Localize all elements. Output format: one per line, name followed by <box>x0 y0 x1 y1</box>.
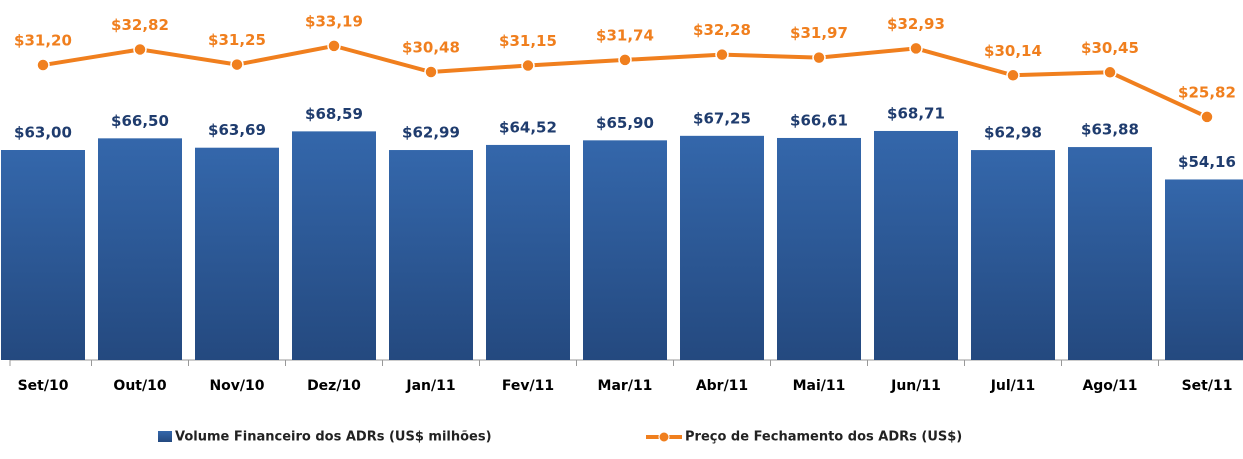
line-value-label: $32,28 <box>693 21 751 39</box>
x-tick-label: Jan/11 <box>405 378 455 394</box>
bar-value-label: $63,69 <box>208 121 266 139</box>
x-tick-label: Ago/11 <box>1082 378 1137 394</box>
line-marker <box>521 58 535 73</box>
x-tick-label: Fev/11 <box>502 378 554 394</box>
bar <box>389 150 473 360</box>
line-marker <box>715 47 729 62</box>
x-tick-label: Out/10 <box>113 378 166 394</box>
x-tick-label: Dez/10 <box>307 378 361 394</box>
bar <box>1 150 85 360</box>
bar-value-label: $64,52 <box>499 118 557 136</box>
line-marker <box>1006 68 1020 83</box>
bar-value-label: $62,99 <box>402 124 460 142</box>
bar-value-label: $67,25 <box>693 109 751 127</box>
bar <box>292 131 376 360</box>
line-value-label: $31,15 <box>499 32 557 50</box>
line-marker <box>909 41 923 56</box>
bar <box>971 150 1055 360</box>
line-marker <box>1200 110 1214 124</box>
legend-swatch <box>658 431 670 443</box>
bar-value-label: $66,50 <box>111 112 169 130</box>
line-value-label: $30,48 <box>402 39 460 57</box>
x-tick-label: Mai/11 <box>793 378 846 394</box>
bar <box>1068 147 1152 360</box>
line-marker <box>36 58 50 72</box>
bar <box>98 138 182 360</box>
line-value-label: $30,14 <box>984 42 1042 60</box>
line-marker <box>618 53 632 67</box>
bar <box>486 144 570 360</box>
line-marker <box>327 39 341 53</box>
legend-swatch <box>158 431 172 442</box>
line-value-label: $31,74 <box>596 26 654 44</box>
bar <box>1165 179 1243 360</box>
x-tick-label: Set/11 <box>1182 378 1233 394</box>
bar-value-label: $63,88 <box>1081 121 1139 139</box>
line-value-label: $25,82 <box>1178 83 1236 101</box>
line-marker <box>424 65 438 79</box>
bar <box>777 137 861 360</box>
line-value-label: $30,45 <box>1081 39 1139 57</box>
line-value-label: $33,19 <box>305 12 363 30</box>
line-marker <box>1103 65 1117 80</box>
line-marker <box>812 50 826 65</box>
bar <box>195 147 279 360</box>
x-tick-label: Nov/10 <box>209 378 264 394</box>
line-marker <box>133 42 147 57</box>
legend-label: Volume Financeiro dos ADRs (US$ milhões) <box>175 430 492 445</box>
bar-value-label: $62,98 <box>984 124 1042 142</box>
x-tick-label: Abr/11 <box>696 378 748 394</box>
line-value-label: $32,82 <box>111 16 169 34</box>
bar-value-label: $68,71 <box>887 104 945 122</box>
line-value-label: $31,25 <box>208 31 266 49</box>
bar-value-label: $54,16 <box>1178 153 1236 171</box>
legend-label: Preço de Fechamento dos ADRs (US$) <box>685 430 962 445</box>
bar-value-label: $66,61 <box>790 111 848 129</box>
bar-value-label: $68,59 <box>305 105 363 123</box>
x-tick-label: Set/10 <box>18 378 69 394</box>
bar-value-label: $63,00 <box>14 124 72 142</box>
line-value-label: $31,97 <box>790 24 848 42</box>
line-marker <box>230 57 244 72</box>
x-tick-label: Jul/11 <box>990 378 1036 394</box>
line-value-label: $32,93 <box>887 15 945 33</box>
line-value-label: $31,20 <box>14 32 72 50</box>
bar <box>680 135 764 360</box>
bar <box>583 140 667 360</box>
bar-value-label: $65,90 <box>596 114 654 132</box>
x-tick-label: Mar/11 <box>598 378 653 394</box>
bar <box>874 130 958 360</box>
x-tick-label: Jun/11 <box>890 378 941 394</box>
